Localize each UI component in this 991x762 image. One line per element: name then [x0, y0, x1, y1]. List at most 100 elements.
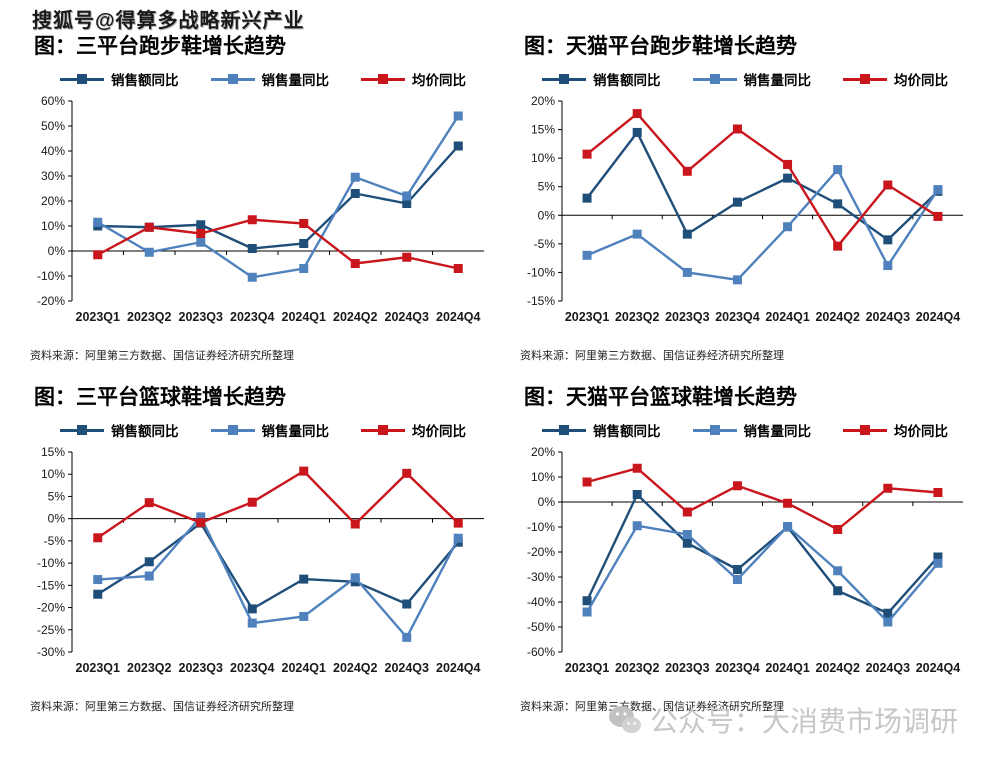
series-marker [402, 191, 412, 201]
x-tick-label: 2024Q1 [282, 310, 327, 324]
line-chart: 60% 50% 40% 30% 20% 10% 0% -10% -20% 2023Q1 2023Q2… [37, 94, 484, 324]
legend-item-sales-yoy: 销售额同比 [542, 420, 661, 440]
series-line [586, 111, 939, 249]
legend-swatch-volume-yoy [692, 74, 737, 85]
series-marker [350, 189, 360, 198]
y-tick-label: -30% [527, 570, 555, 584]
series-marker [933, 488, 943, 497]
series-marker [833, 199, 843, 209]
x-tick-label: 2023Q2 [615, 661, 660, 675]
series-price-yoy [582, 463, 943, 534]
x-tick-label: 2024Q2 [333, 661, 378, 675]
x-tick-label: 2023Q3 [665, 310, 710, 324]
figure-grid: 图：三平台跑步鞋增长趋势 销售额同比 销售量同比 均价同比 60% 50% 40% 30%… [26, 30, 974, 714]
y-tick-label: 20% [531, 445, 555, 459]
series-marker [350, 259, 360, 268]
series-marker [93, 217, 103, 227]
series-marker [632, 521, 642, 531]
series-marker [783, 159, 793, 169]
series-marker [453, 518, 463, 528]
x-tick-label: 2024Q3 [866, 661, 911, 675]
series-marker [732, 565, 742, 574]
series-marker [196, 237, 206, 247]
y-tick-label: 0% [538, 208, 556, 222]
x-tick-label: 2024Q3 [385, 310, 430, 324]
series-marker [299, 574, 309, 584]
x-tick-label: 2024Q2 [333, 310, 378, 324]
legend-item-volume-yoy: 销售量同比 [692, 69, 811, 89]
chart-legend: 销售额同比 销售量同比 均价同比 [26, 69, 500, 89]
series-marker [682, 530, 692, 539]
y-tick-label: -10% [37, 269, 65, 283]
series-marker [350, 573, 360, 583]
series-marker [144, 247, 154, 257]
chart-legend: 销售额同比 销售量同比 均价同比 [26, 420, 500, 440]
legend-label: 销售额同比 [593, 73, 661, 88]
series-marker [350, 172, 360, 182]
legend-swatch-price-yoy [843, 74, 887, 85]
series-marker [883, 608, 893, 618]
x-labels: 2023Q1 2023Q2 2023Q3 2023Q4 2024Q1 2024Q2 2024… [565, 310, 960, 324]
legend-swatch-sales-yoy [542, 74, 586, 85]
x-labels: 2023Q1 2023Q2 2023Q3 2023Q4 2024Q1 2024Q2 2024… [565, 661, 960, 675]
y-tick-label: -15% [37, 578, 65, 592]
line-chart: 20%15%10%5%0%-5%-10%-15%2023Q1 2023Q2 2023… [527, 94, 963, 324]
series-marker [402, 468, 412, 478]
y-tick-label: 0% [538, 495, 556, 509]
y-axis: 20% 15% 10% 5% 0% -5% -10% -15% [527, 94, 563, 308]
legend-swatch-sales-yoy [60, 425, 104, 436]
series-marker [247, 215, 257, 225]
y-tick-label: 15% [41, 445, 65, 459]
series-marker [144, 498, 154, 508]
series-marker [402, 199, 412, 208]
y-tick-label: -20% [37, 601, 65, 615]
y-tick-label: -15% [527, 294, 555, 308]
x-tick-label: 2023Q2 [127, 661, 172, 675]
chart-title: 图：三平台跑步鞋增长趋势 [34, 35, 286, 58]
legend-label: 销售量同比 [261, 424, 330, 439]
legend-item-price-yoy: 均价同比 [361, 420, 466, 440]
x-tick-label: 2023Q1 [565, 310, 610, 324]
legend-label: 销售量同比 [261, 73, 330, 88]
y-tick-label: 30% [41, 169, 65, 183]
x-tick-label: 2024Q2 [815, 661, 860, 675]
series-marker [783, 173, 793, 183]
x-tick-label: 2024Q4 [916, 310, 961, 324]
series-marker [93, 589, 103, 599]
series-line [97, 514, 460, 640]
series-marker [632, 229, 642, 239]
series-marker [247, 244, 257, 253]
series-price-yoy [93, 215, 463, 273]
series-marker [682, 229, 692, 239]
legend-label: 均价同比 [894, 73, 948, 88]
series-marker [933, 185, 943, 195]
chart-title: 图：三平台篮球鞋增长趋势 [34, 386, 286, 409]
y-tick-label: -20% [37, 294, 65, 308]
series-marker [144, 571, 154, 581]
series-marker [299, 466, 309, 476]
series-price-yoy [582, 109, 943, 251]
series-marker [196, 220, 206, 230]
y-tick-label: -5% [534, 237, 556, 251]
series-marker [732, 124, 742, 134]
series-marker [783, 222, 793, 232]
series-marker [783, 522, 793, 531]
legend-item-sales-yoy: 销售额同比 [60, 69, 179, 89]
legend-item-sales-yoy: 销售额同比 [542, 69, 661, 89]
series-line [97, 521, 460, 611]
series-line [97, 469, 460, 539]
wechat-watermark-text: 公众号：大消费市场调研 [650, 706, 959, 737]
series-line [586, 466, 939, 531]
source-note: 资料来源：阿里第三方数据、国信证券经济研究所整理 [30, 701, 294, 713]
series-marker [833, 241, 843, 251]
legend-swatch-price-yoy [361, 425, 405, 436]
series-marker [582, 193, 592, 203]
series-marker [682, 507, 692, 517]
x-tick-label: 2023Q3 [179, 310, 224, 324]
series-marker [582, 149, 592, 159]
legend-label: 销售量同比 [743, 424, 812, 439]
y-axis: 20% 10% 0% -10% -20% -30% -40% -50% -60% [527, 445, 563, 659]
chart-card-running-3platform: 图：三平台跑步鞋增长趋势 销售额同比 销售量同比 均价同比 60% 50% 40% 30%… [26, 30, 500, 363]
series-marker [350, 519, 360, 529]
series-marker [632, 109, 642, 119]
